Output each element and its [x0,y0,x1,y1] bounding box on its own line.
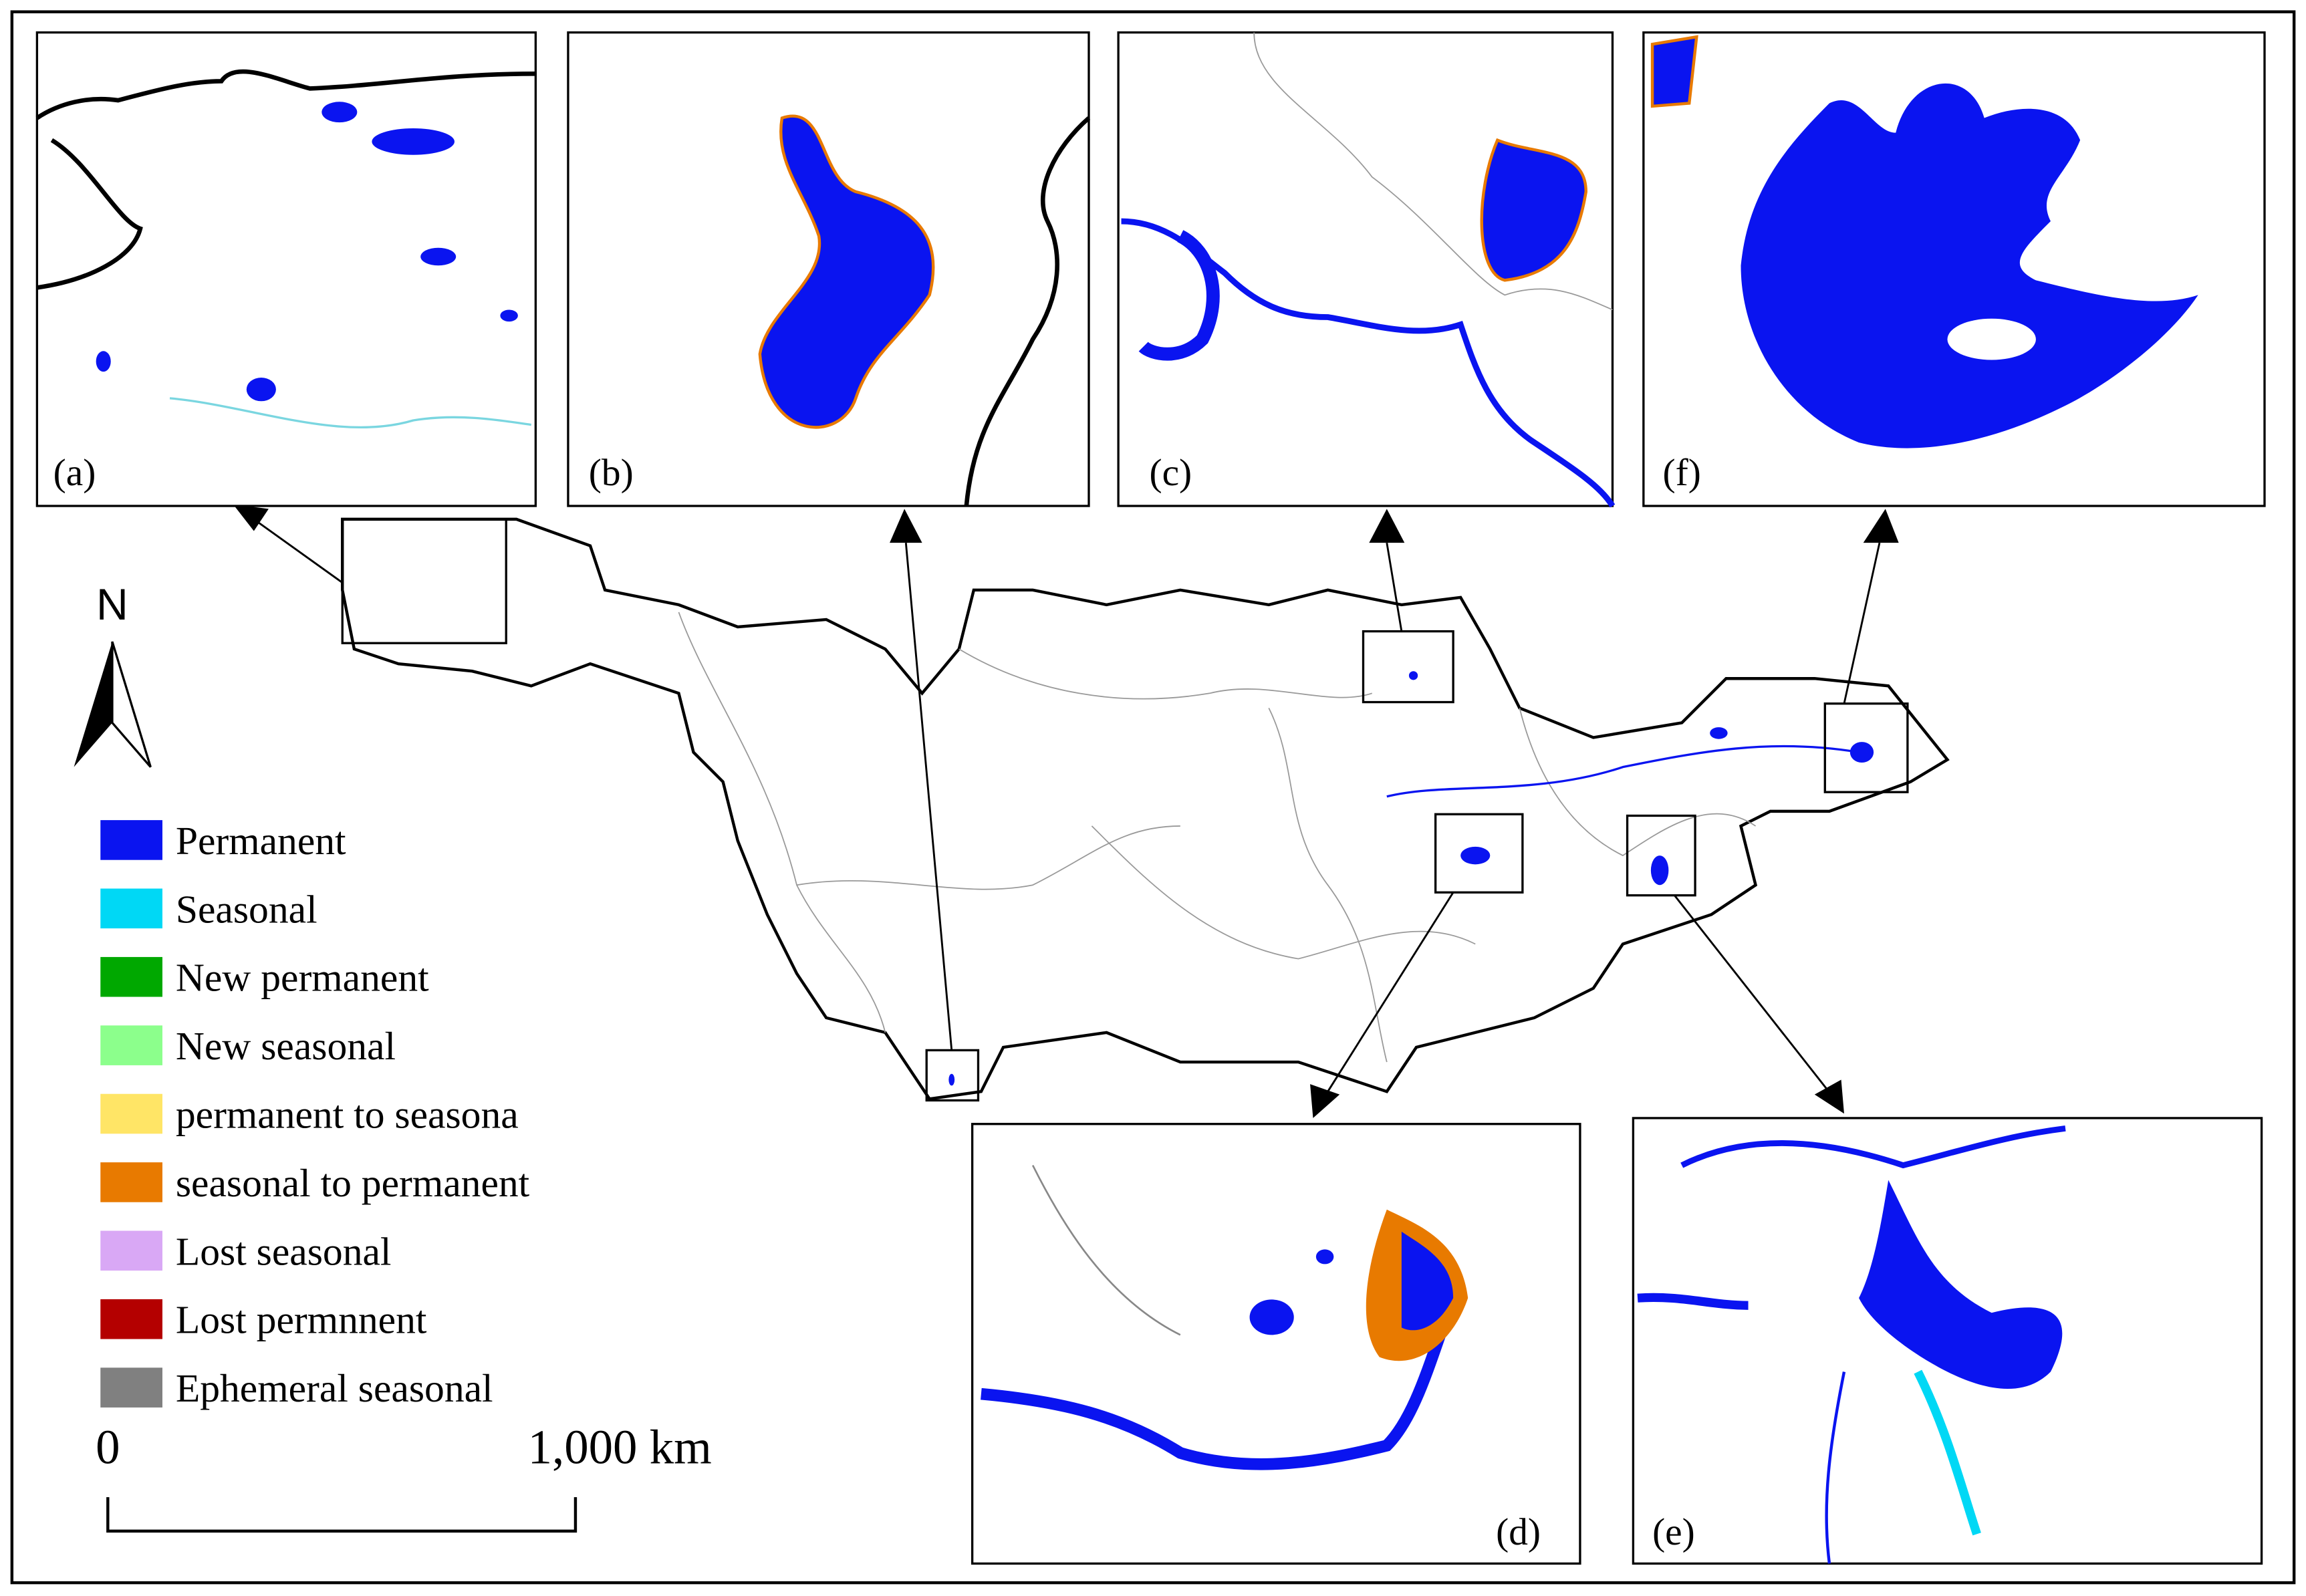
scale-end: 1,000 km [528,1420,712,1474]
arrows [253,518,1881,1092]
panel-e-map [1637,1125,2066,1564]
legend-label: Lost permnnent [176,1298,427,1342]
scale-start: 0 [96,1420,120,1474]
legend-label: seasonal to permanent [176,1161,530,1205]
legend-label: New permanent [176,956,429,1000]
legend-label: permanent to seasona [176,1092,519,1136]
river [1386,745,1860,798]
legend-swatch [100,820,162,860]
legend-label: Seasonal [176,887,317,931]
panel-label: (f) [1663,452,1701,494]
sub-basins [678,612,1757,1063]
panel-label: (d) [1496,1511,1541,1553]
panel-label: (b) [589,452,634,494]
locator-boxes [341,518,1909,1102]
water-bodies [948,671,1874,1086]
legend-swatch [100,1093,162,1134]
basin-outline [341,517,1950,1101]
panel-f-map [1650,35,2198,448]
legend-swatch [100,1299,162,1339]
legend-label: New seasonal [176,1024,396,1068]
panel-b-map [758,114,1091,507]
legend-label: Permanent [176,819,346,863]
legend-swatch [100,1367,162,1408]
panel-d-map [981,1164,1468,1470]
legend-swatch [100,956,162,997]
legend: Permanent Seasonal New permanent New season… [100,819,530,1410]
scale-bar [106,1497,578,1533]
legend-label: Lost seasonal [176,1229,392,1273]
panel-label: (a) [53,452,96,494]
legend-swatch [100,1230,162,1271]
legend-label: Ephemeral seasonal [176,1366,493,1410]
legend-swatch [100,1162,162,1202]
north-label: N [96,580,128,630]
north-arrow-right [111,641,152,768]
legend-swatch [100,888,162,929]
arrowheads [233,504,1899,1118]
panel-label: (e) [1652,1511,1695,1553]
panel-a-map [35,69,536,429]
panel-label: (c) [1149,452,1192,494]
legend-swatch [100,1025,162,1065]
panel-c-map [1121,32,1616,508]
panel-labels: (a) (b) (c) (f) (d) (e) [53,452,1701,1553]
